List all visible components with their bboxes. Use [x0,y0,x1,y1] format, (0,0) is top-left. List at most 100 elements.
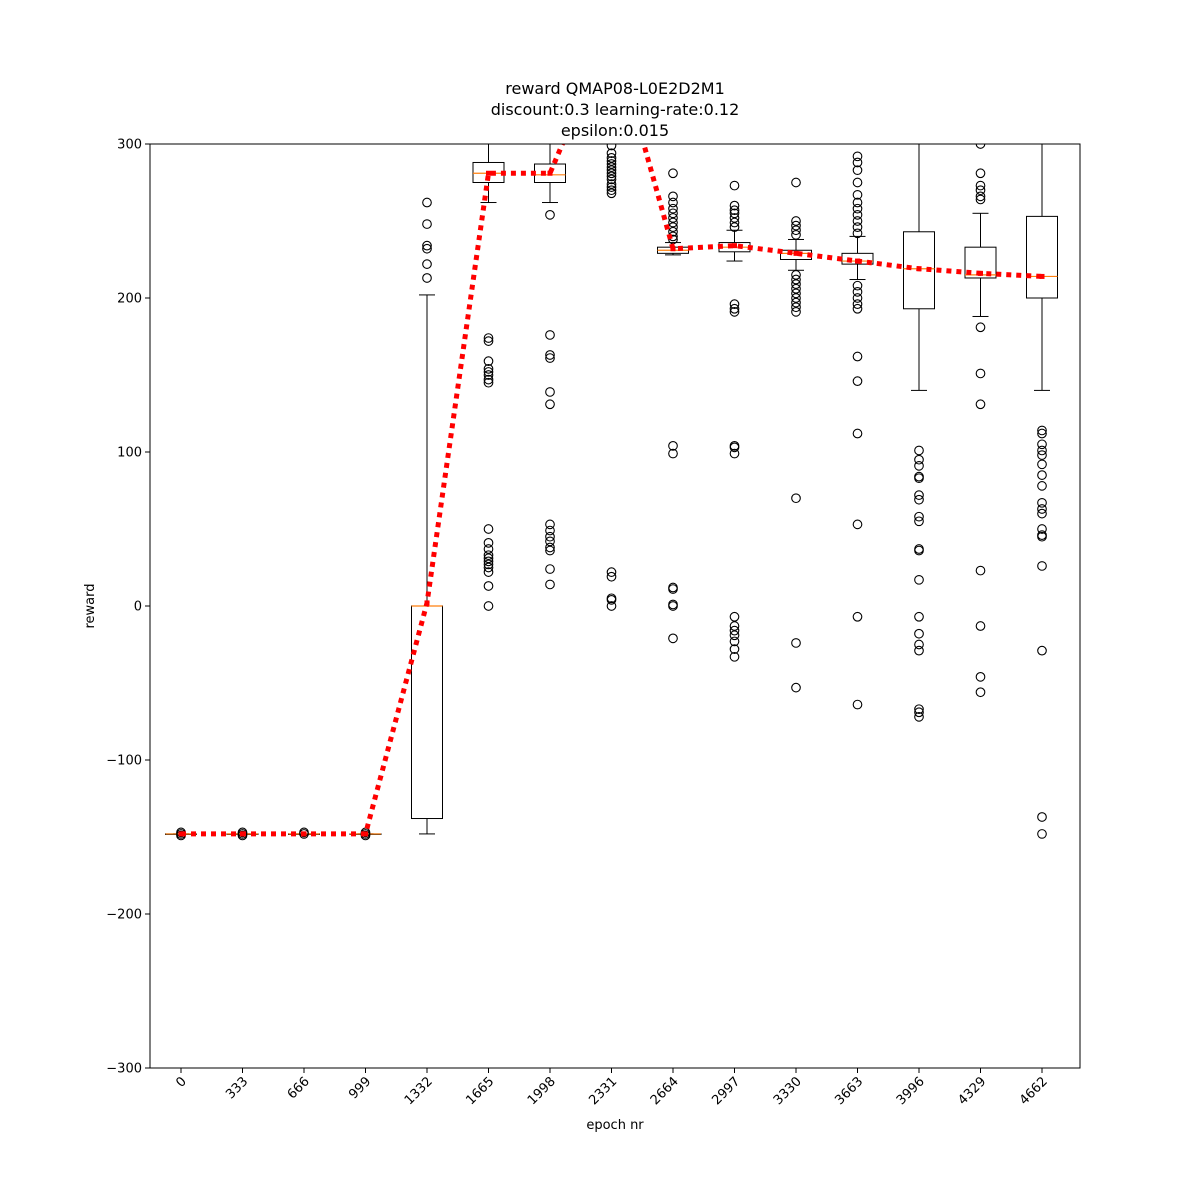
flier-point [1037,645,1047,656]
flier-point [914,445,924,456]
flier-point [914,574,924,585]
flier-point [483,356,494,366]
flier-point [914,473,924,484]
flier-point [791,270,801,280]
flier-point [545,387,555,397]
box-3663 [841,151,874,710]
flier-point [1037,812,1047,822]
flier-point [975,368,986,379]
flier-point [791,283,801,294]
flier-point [1037,425,1047,436]
flier-point [852,428,863,439]
flier-point [237,829,248,839]
flier-point [1037,508,1047,519]
box-rect [964,246,997,279]
flier-point [852,222,863,233]
flier-point [483,370,494,380]
flier-point [1037,481,1047,491]
flier-point [668,584,678,594]
flier-point [545,353,555,363]
flier-point [483,374,494,385]
flier-point [914,639,924,650]
flier-point [914,511,924,522]
mean-marker [301,831,307,837]
flier-point [852,197,863,208]
box-1998 [534,144,566,590]
flier-point [975,144,986,149]
flier-point [668,191,678,202]
flier-point [852,151,863,162]
flier-point [606,571,617,582]
flier-point [1037,439,1047,450]
flier-point [545,399,555,410]
mean-marker [240,831,245,837]
flier-point [791,230,801,240]
flier-point [545,545,555,556]
flier-point [852,209,863,220]
flier-point [483,562,494,573]
flier-point [914,461,924,471]
flier-point [852,280,863,291]
y-tick-label: −200 [106,908,142,923]
flier-point [1037,428,1047,439]
flier-point [422,243,432,254]
flier-point [975,168,986,179]
flier-point [975,671,986,682]
flier-point [545,564,555,574]
flier-point [1037,497,1047,508]
flier-point [668,213,678,223]
flier-point [483,601,494,611]
flier-point [606,144,617,151]
flier-point [729,180,740,191]
flier-point [545,330,555,340]
flier-point [606,185,617,196]
flier-point [545,209,555,220]
flier-point [729,222,740,233]
box-1665 [472,144,505,611]
box-rect [903,231,935,310]
flier-point [914,628,924,639]
flier-point [606,165,617,176]
flier-point [729,200,740,211]
mean-line [181,144,1043,837]
chart-title-line-1: reward QMAP08-L0E2D2M1 [505,79,725,98]
flier-point [483,538,494,548]
flier-point [914,454,924,465]
flier-point [914,490,924,500]
y-axis-label: reward [83,583,98,628]
x-axis-label: epoch nr [586,1118,644,1133]
x-tick-label: 1665 [463,1074,497,1108]
mean-marker [855,258,860,264]
flier-point [1037,524,1047,534]
flier-point [483,524,494,534]
flier-point [729,442,740,453]
flier-point [1037,504,1047,514]
mean-marker [609,26,614,31]
flier-point [852,611,863,622]
x-tick-label: 2331 [586,1074,620,1108]
flier-point [729,621,740,631]
flier-point [483,333,494,343]
flier-point [483,567,494,577]
flier-point [852,351,863,362]
mean-marker [916,266,922,272]
y-tick-label: 0 [134,600,142,615]
flier-point [545,519,555,530]
flier-point [729,303,740,314]
box-3996 [903,144,935,722]
flier-point [791,493,801,504]
flier-point [729,213,740,223]
y-axis: −300 −200 −100 0 100 200 300 [106,138,150,1077]
flier-point [606,601,617,611]
flier-point [668,217,678,228]
x-tick-label: 1998 [525,1074,559,1108]
flier-point [483,336,494,346]
flier-point [914,611,924,622]
x-tick-label: 0 [173,1074,189,1090]
flier-point [668,203,678,214]
x-tick-label: 2997 [709,1074,743,1108]
y-tick-label: 200 [117,292,142,307]
flier-point [975,191,986,202]
flier-point [545,531,555,542]
flier-point [422,197,432,208]
